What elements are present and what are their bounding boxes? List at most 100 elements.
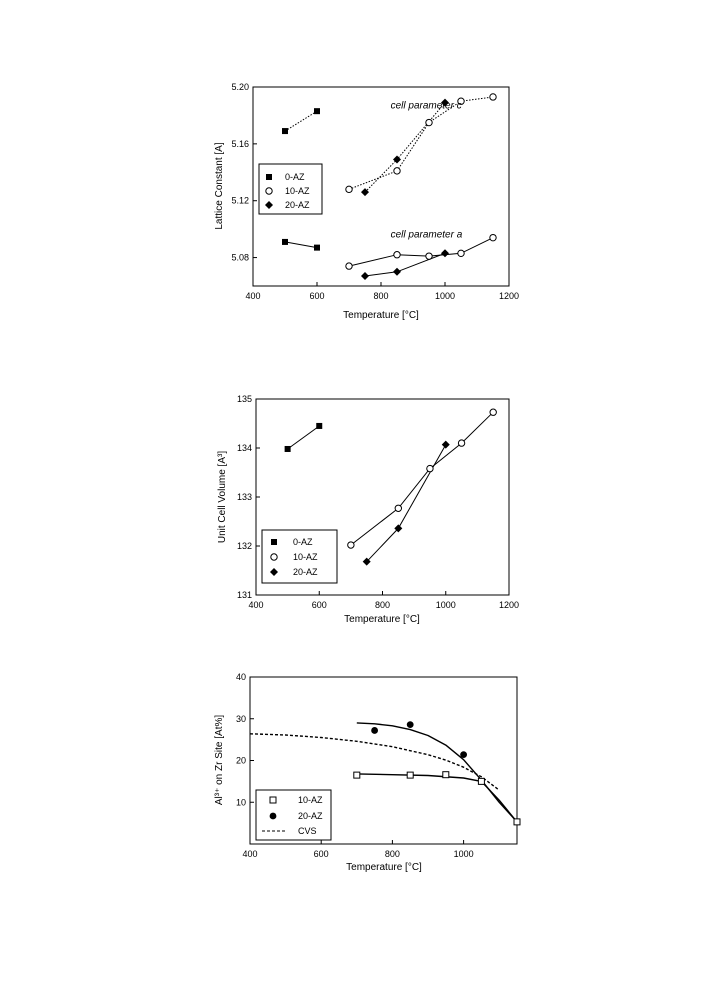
y-tick-label: 131 bbox=[237, 590, 252, 600]
x-tick-label: 400 bbox=[248, 600, 263, 610]
legend-label: 10-AZ bbox=[285, 186, 310, 196]
data-point-20-az bbox=[441, 249, 449, 258]
al-on-zr-site-chart: 400 600 800 1000 10 20 30 40 Temperature [°C] A… bbox=[214, 672, 521, 873]
series-line-10-az bbox=[350, 411, 494, 546]
legend-label: CVS bbox=[298, 826, 317, 836]
data-point-10-az bbox=[393, 167, 401, 175]
data-point-0-az bbox=[284, 445, 291, 452]
legend-entry-10-az: 10-AZ bbox=[265, 186, 310, 196]
annotation-cell-parameter-a: cell parameter a bbox=[391, 230, 463, 241]
data-point-20-az bbox=[361, 272, 369, 281]
y-tick-label: 5.12 bbox=[231, 196, 249, 206]
y-axis-label: Al³⁺ on Zr Site [At%] bbox=[214, 715, 225, 806]
y-tick-label: 5.20 bbox=[231, 82, 249, 92]
x-tick-label: 600 bbox=[314, 849, 329, 859]
legend: 10-AZ 20-AZ CVS bbox=[255, 789, 332, 841]
data-point-10-az bbox=[489, 93, 497, 101]
data-point-10-az bbox=[406, 771, 414, 779]
series-line-0-az-a bbox=[284, 241, 318, 249]
data-point-10-az bbox=[394, 504, 403, 512]
x-axis-label: Temperature [°C] bbox=[346, 862, 422, 873]
x-tick-label: 400 bbox=[245, 291, 260, 301]
x-tick-label: 800 bbox=[385, 849, 400, 859]
data-point-0-az bbox=[282, 128, 288, 135]
data-point-10-az bbox=[457, 249, 465, 258]
data-point-20-az bbox=[406, 721, 414, 728]
series-line-20-az-fit bbox=[356, 722, 518, 823]
legend-label: 0-AZ bbox=[293, 537, 313, 547]
data-point-20-az bbox=[371, 727, 378, 734]
data-point-10-az bbox=[345, 262, 353, 270]
series-line-10-az-fit bbox=[356, 773, 518, 823]
legend-entry-10-az: 10-AZ bbox=[269, 795, 323, 805]
legend-label: 10-AZ bbox=[293, 552, 318, 562]
legend: 0-AZ 10-AZ 20-AZ bbox=[261, 529, 338, 584]
data-point-10-az bbox=[425, 118, 433, 127]
x-tick-label: 800 bbox=[375, 600, 390, 610]
data-point-10-az bbox=[442, 771, 450, 779]
data-point-20-az bbox=[361, 188, 369, 197]
legend-entry-0-az: 0-AZ bbox=[266, 172, 305, 182]
data-point-10-az bbox=[393, 251, 401, 259]
legend-entry-20-az: 20-AZ bbox=[270, 567, 318, 577]
data-point-0-az bbox=[316, 422, 323, 429]
legend-box bbox=[255, 789, 332, 841]
legend-marker-filled-diamond bbox=[270, 568, 278, 576]
legend-entry-10-az: 10-AZ bbox=[270, 552, 318, 562]
series-line-0-az-c bbox=[284, 110, 318, 132]
legend-entry-20-az: 20-AZ bbox=[269, 811, 323, 821]
x-tick-label: 1200 bbox=[499, 600, 519, 610]
data-point-10-az bbox=[477, 777, 485, 785]
unit-cell-volume-chart: 400 600 800 1000 1200 131 132 133 134 135 Tempera… bbox=[217, 394, 519, 625]
data-point-20-az bbox=[460, 751, 467, 759]
x-tick-label: 1200 bbox=[499, 291, 519, 301]
y-tick-label: 30 bbox=[236, 714, 246, 724]
series-line-20-az-a bbox=[364, 252, 446, 277]
data-point-20-az bbox=[362, 557, 371, 566]
legend-entry-cvs: CVS bbox=[262, 826, 317, 836]
y-tick-label: 134 bbox=[237, 443, 252, 453]
x-tick-label: 800 bbox=[373, 291, 388, 301]
legend-label: 20-AZ bbox=[285, 200, 310, 210]
y-tick-label: 135 bbox=[237, 394, 252, 404]
legend: 0-AZ 10-AZ 20-AZ bbox=[258, 163, 323, 215]
y-tick-label: 132 bbox=[237, 541, 252, 551]
legend-marker-filled-square bbox=[271, 539, 277, 545]
series-line-10-az-a bbox=[348, 237, 494, 267]
legend-marker-open-circle bbox=[265, 187, 273, 195]
y-tick-label: 40 bbox=[236, 672, 246, 682]
data-point-0-az bbox=[314, 108, 320, 115]
legend-entry-20-az: 20-AZ bbox=[265, 200, 310, 210]
x-tick-label: 600 bbox=[309, 291, 324, 301]
lattice-constant-chart: 400 600 800 1000 1200 5.08 5.12 5.16 5.20 Temper… bbox=[214, 82, 519, 321]
y-tick-label: 10 bbox=[236, 797, 246, 807]
y-axis-label: Lattice Constant [A] bbox=[214, 142, 225, 229]
x-tick-label: 600 bbox=[312, 600, 327, 610]
data-point-10-az bbox=[489, 233, 497, 242]
data-point-10-az bbox=[489, 408, 497, 416]
data-point-0-az bbox=[282, 238, 288, 245]
data-point-10-az bbox=[513, 818, 521, 826]
legend-entry-0-az: 0-AZ bbox=[271, 537, 313, 547]
legend-marker-open-square bbox=[269, 796, 277, 804]
legend-label: 10-AZ bbox=[298, 795, 323, 805]
data-point-10-az bbox=[425, 252, 433, 260]
annotation-cell-parameter-c: cell parameter c bbox=[391, 100, 462, 111]
data-point-20-az bbox=[393, 155, 401, 164]
y-tick-label: 20 bbox=[236, 756, 246, 766]
y-tick-label: 133 bbox=[237, 492, 252, 502]
x-tick-label: 1000 bbox=[454, 849, 474, 859]
data-point-20-az bbox=[441, 98, 449, 107]
data-point-0-az bbox=[314, 244, 320, 251]
series-line-20-az-c bbox=[364, 102, 446, 193]
series-line-20-az bbox=[366, 444, 447, 563]
x-axis-label: Temperature [°C] bbox=[343, 310, 419, 321]
x-axis-label: Temperature [°C] bbox=[344, 614, 420, 625]
x-tick-label: 400 bbox=[242, 849, 257, 859]
y-axis-label: Unit Cell Volume [A³] bbox=[217, 451, 228, 543]
x-tick-label: 1000 bbox=[436, 600, 456, 610]
series-line-cvs bbox=[249, 733, 500, 791]
data-point-10-az bbox=[347, 541, 355, 549]
legend-marker-filled-square bbox=[266, 174, 272, 180]
